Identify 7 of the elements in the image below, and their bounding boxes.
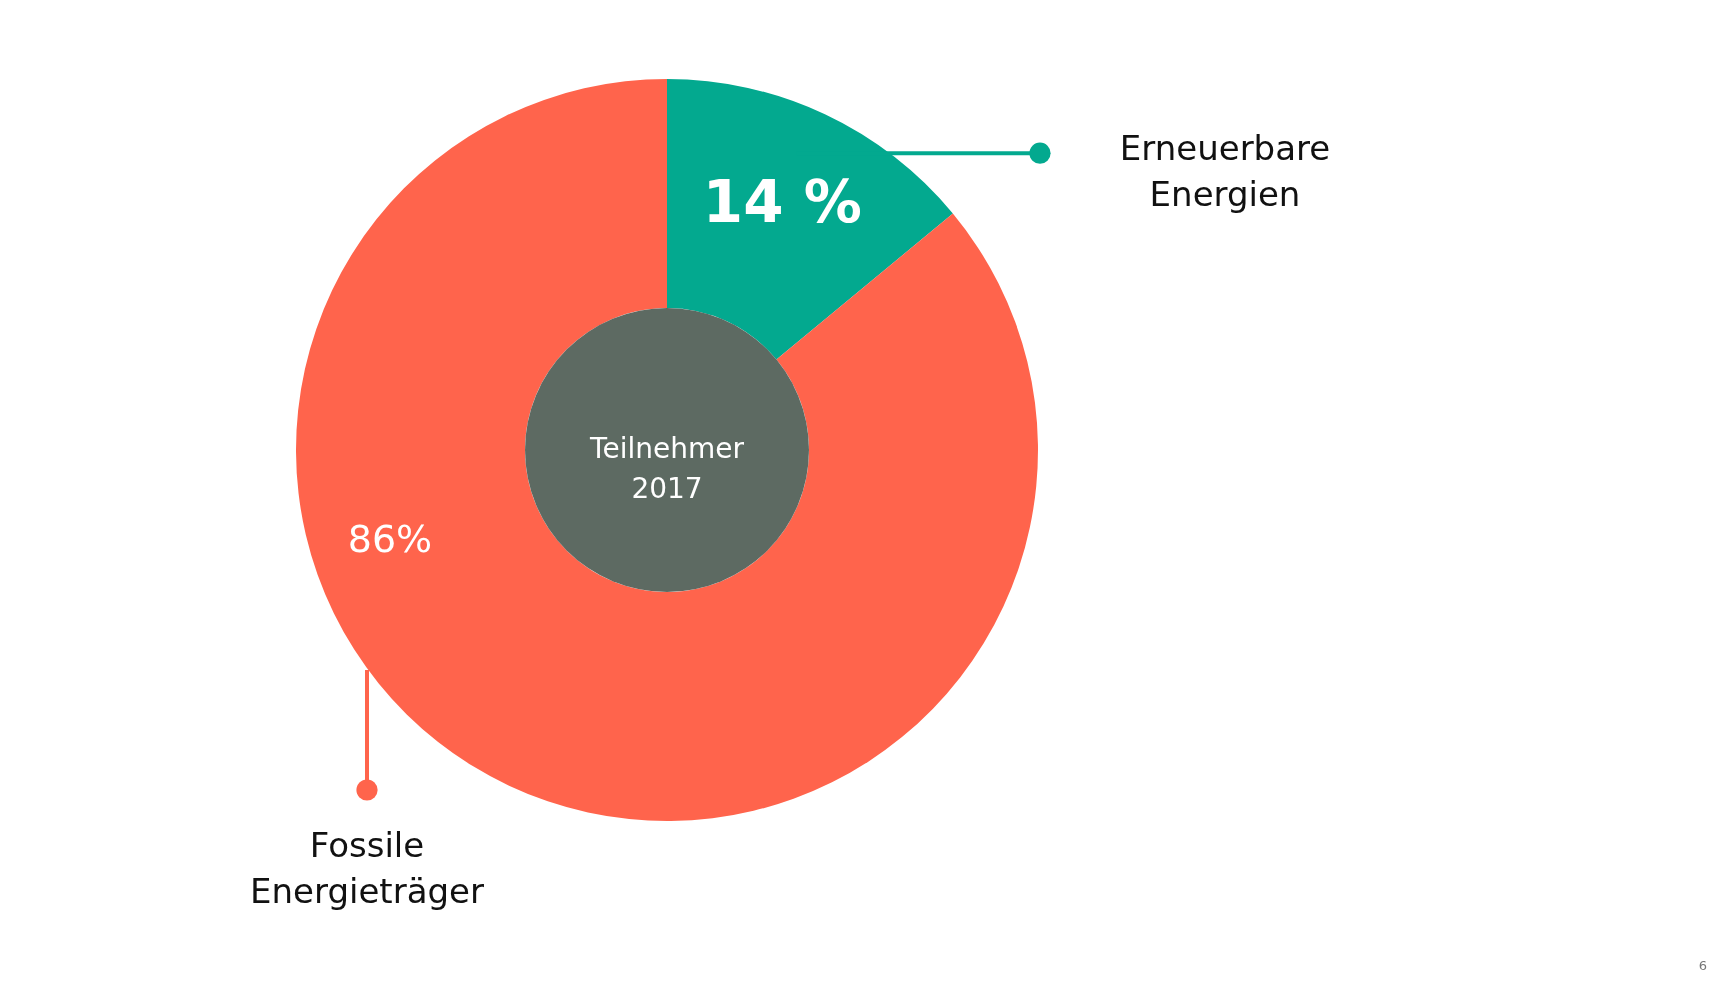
donut-slice [296, 79, 1038, 821]
text: 6 [1698, 958, 1707, 973]
slice-label: Fossile Energieträger [250, 825, 484, 911]
data-label: 14 % [702, 167, 862, 236]
text: Teilnehmer 2017 [589, 432, 745, 505]
legend-label: Erneuerbare Energien [1119, 128, 1331, 215]
data-label: 86% [347, 517, 433, 561]
